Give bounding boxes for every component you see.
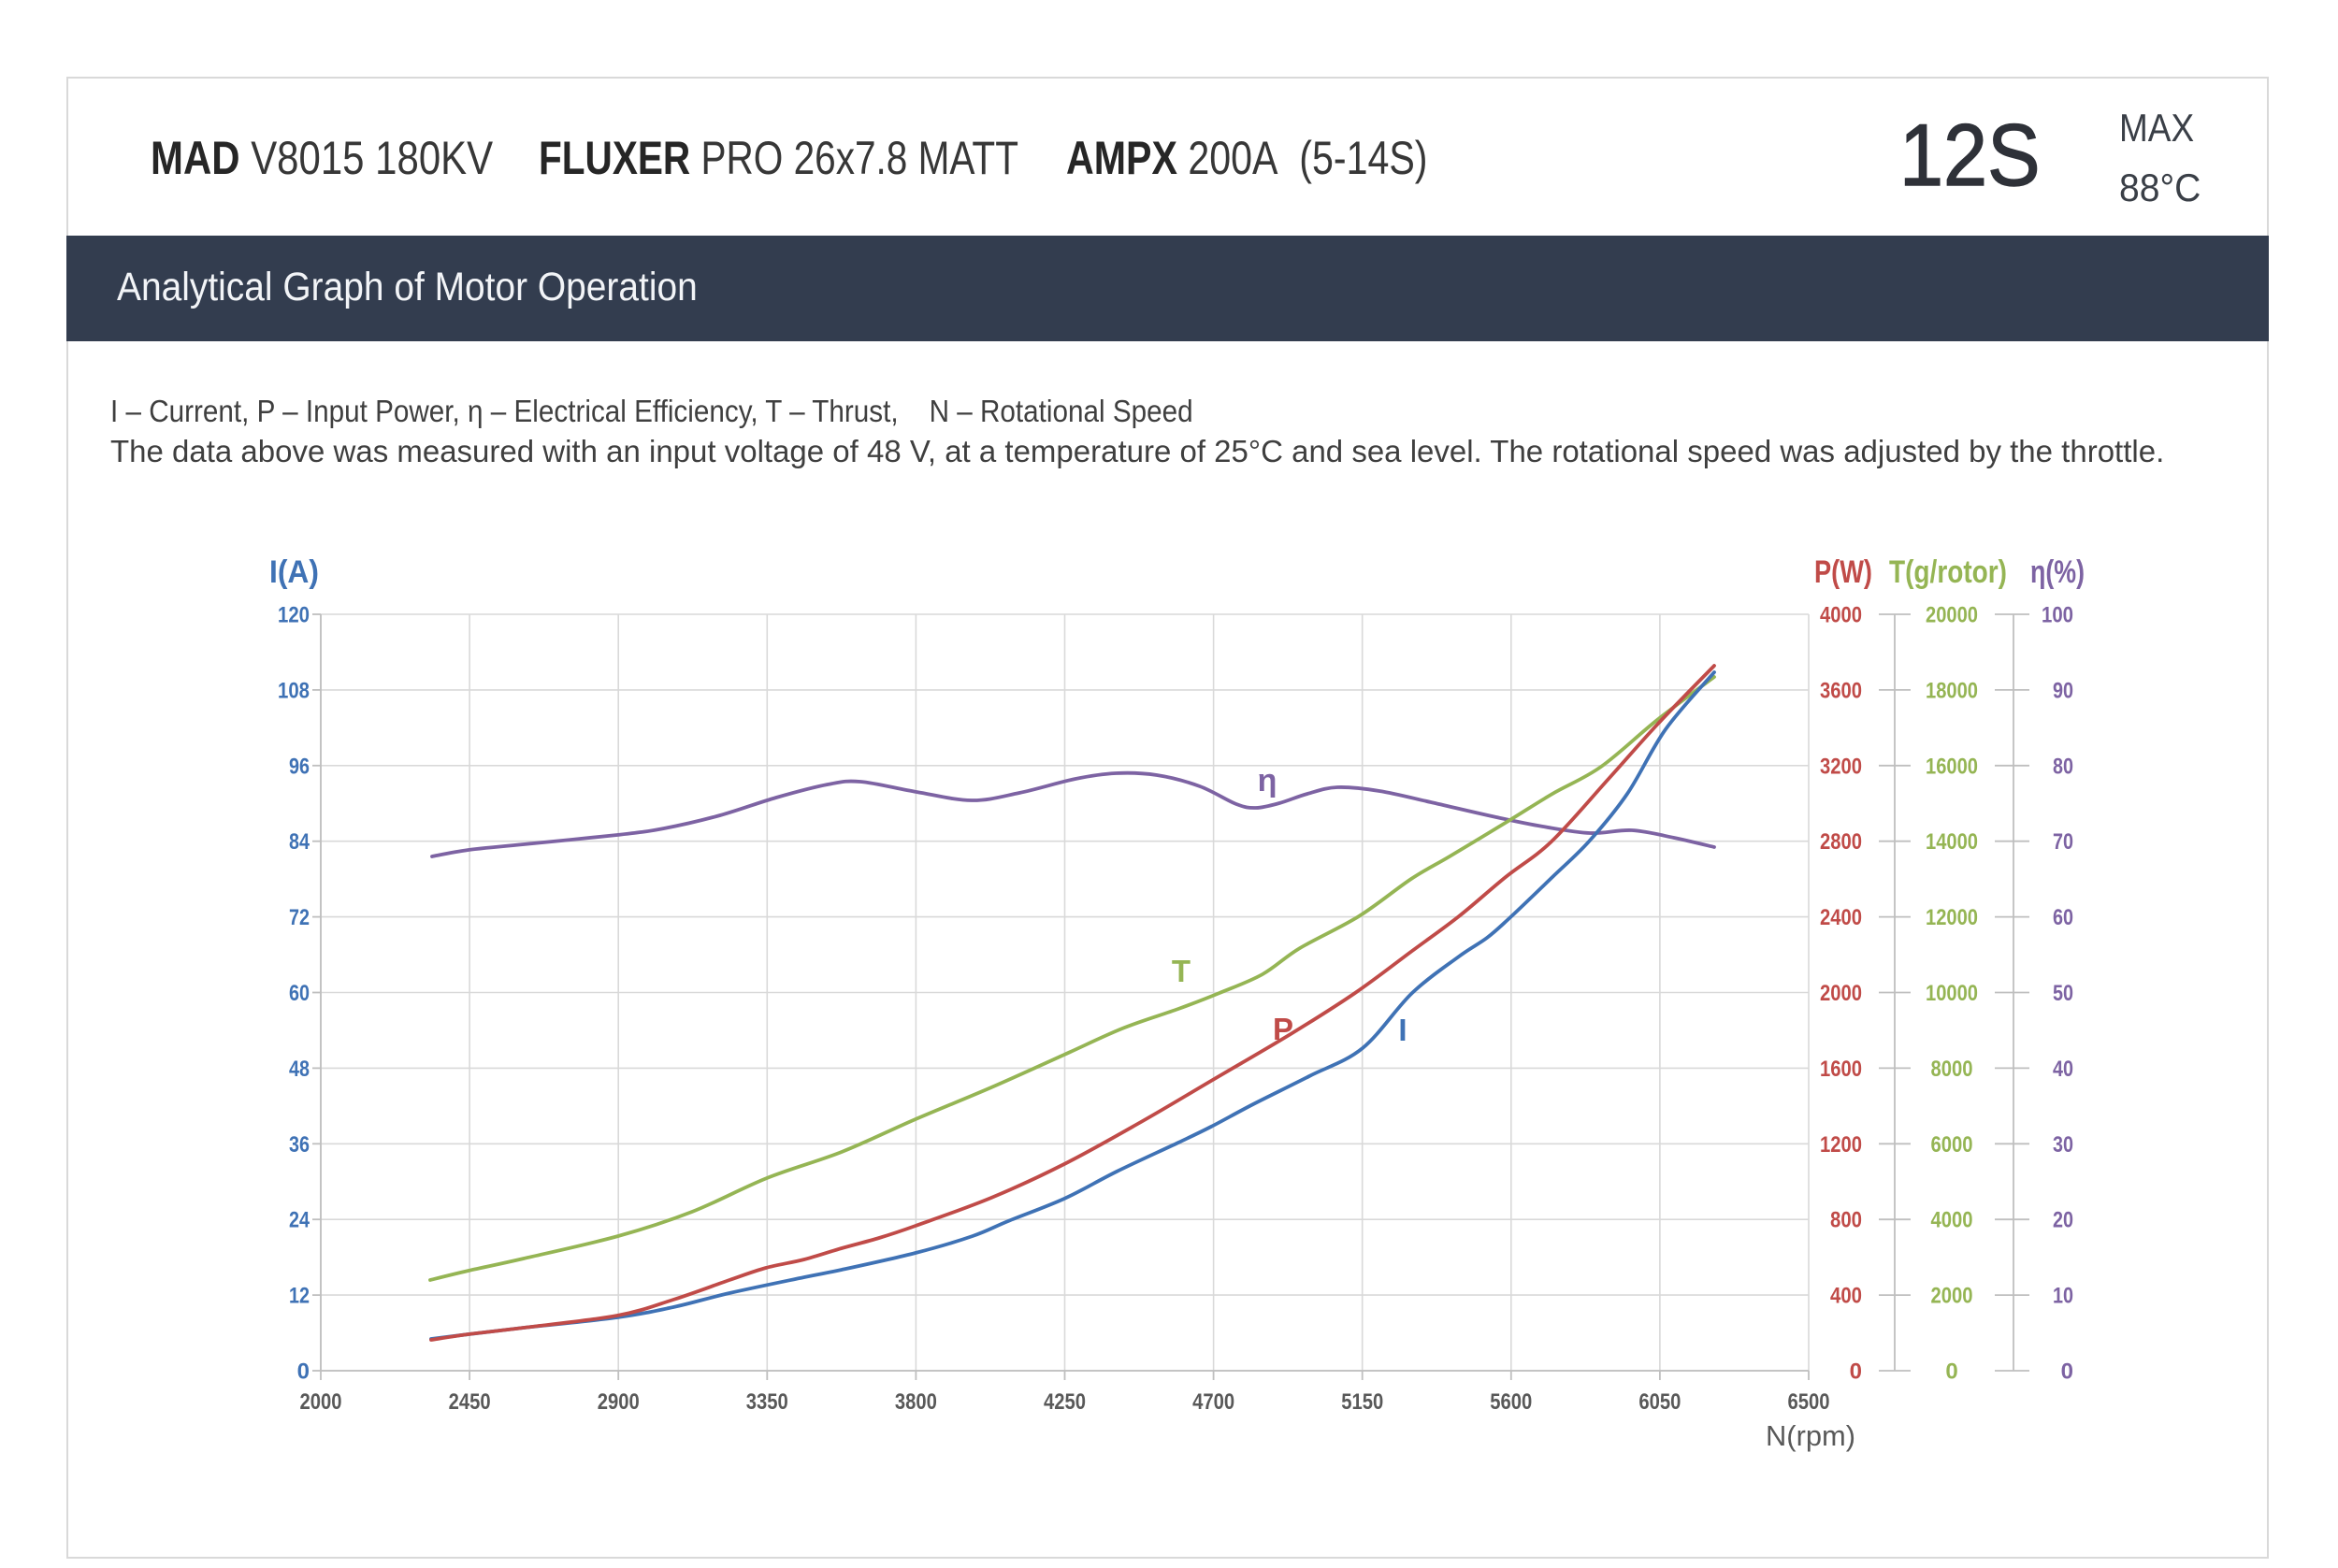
- svg-text:14000: 14000: [1926, 829, 1978, 855]
- svg-text:400: 400: [1830, 1284, 1862, 1309]
- svg-text:0: 0: [297, 1359, 310, 1385]
- svg-text:3800: 3800: [895, 1389, 937, 1415]
- svg-text:120: 120: [278, 603, 310, 628]
- svg-text:3200: 3200: [1820, 754, 1862, 779]
- svg-text:30: 30: [2053, 1132, 2073, 1158]
- svg-text:0: 0: [1945, 1359, 1957, 1385]
- svg-text:0: 0: [2061, 1359, 2073, 1385]
- svg-text:2450: 2450: [449, 1389, 491, 1415]
- svg-text:108: 108: [278, 678, 310, 703]
- svg-text:60: 60: [289, 981, 310, 1006]
- svg-text:72: 72: [289, 905, 310, 930]
- svg-text:6000: 6000: [1931, 1132, 1973, 1158]
- svg-text:50: 50: [2053, 981, 2073, 1006]
- svg-text:70: 70: [2053, 829, 2073, 855]
- svg-text:16000: 16000: [1926, 754, 1978, 779]
- svg-text:4000: 4000: [1820, 603, 1862, 628]
- svg-text:3600: 3600: [1820, 678, 1862, 703]
- svg-text:P(W): P(W): [1814, 554, 1872, 590]
- svg-text:2000: 2000: [300, 1389, 342, 1415]
- svg-text:0: 0: [1850, 1359, 1862, 1385]
- svg-text:10000: 10000: [1926, 981, 1978, 1006]
- svg-text:2400: 2400: [1820, 905, 1862, 930]
- svg-text:η: η: [1258, 763, 1277, 798]
- svg-text:48: 48: [289, 1057, 310, 1082]
- svg-text:5150: 5150: [1341, 1389, 1383, 1415]
- svg-text:90: 90: [2053, 678, 2073, 703]
- svg-text:80: 80: [2053, 754, 2073, 779]
- svg-text:6500: 6500: [1788, 1389, 1830, 1415]
- svg-text:18000: 18000: [1926, 678, 1978, 703]
- svg-text:24: 24: [289, 1208, 310, 1233]
- svg-text:84: 84: [289, 829, 310, 855]
- svg-text:4700: 4700: [1192, 1389, 1234, 1415]
- svg-text:60: 60: [2053, 905, 2073, 930]
- svg-text:6050: 6050: [1638, 1389, 1681, 1415]
- svg-text:2000: 2000: [1820, 981, 1862, 1006]
- svg-text:8000: 8000: [1931, 1057, 1973, 1082]
- svg-text:2900: 2900: [598, 1389, 640, 1415]
- svg-text:5600: 5600: [1490, 1389, 1532, 1415]
- svg-text:36: 36: [289, 1132, 310, 1158]
- svg-text:96: 96: [289, 754, 310, 779]
- svg-text:I: I: [1398, 1013, 1407, 1047]
- svg-text:3350: 3350: [746, 1389, 788, 1415]
- svg-text:P: P: [1273, 1012, 1293, 1046]
- svg-text:12: 12: [289, 1284, 310, 1309]
- svg-text:20000: 20000: [1926, 603, 1978, 628]
- svg-text:2800: 2800: [1820, 829, 1862, 855]
- svg-text:N(rpm): N(rpm): [1766, 1419, 1855, 1452]
- svg-text:800: 800: [1830, 1208, 1862, 1233]
- svg-text:20: 20: [2053, 1208, 2073, 1233]
- svg-text:100: 100: [2042, 603, 2073, 628]
- svg-text:2000: 2000: [1931, 1284, 1973, 1309]
- svg-text:η(%): η(%): [2030, 554, 2085, 590]
- svg-text:I(A): I(A): [269, 554, 319, 590]
- svg-text:1600: 1600: [1820, 1057, 1862, 1082]
- svg-text:10: 10: [2053, 1284, 2073, 1309]
- svg-text:T(g/rotor): T(g/rotor): [1889, 554, 2007, 590]
- svg-text:12000: 12000: [1926, 905, 1978, 930]
- svg-text:T: T: [1172, 954, 1191, 988]
- svg-text:40: 40: [2053, 1057, 2073, 1082]
- svg-text:1200: 1200: [1820, 1132, 1862, 1158]
- svg-text:4000: 4000: [1931, 1208, 1973, 1233]
- svg-text:4250: 4250: [1044, 1389, 1086, 1415]
